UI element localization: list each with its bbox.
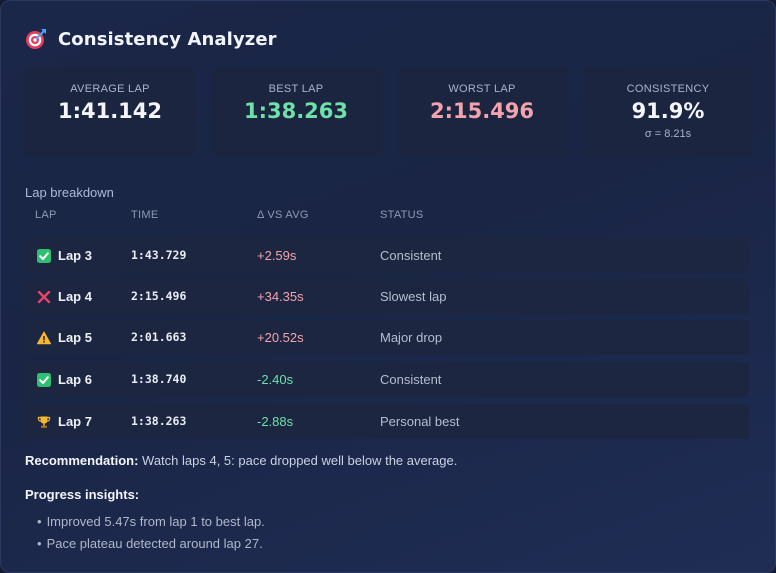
lap-delta: +20.52s bbox=[257, 330, 304, 345]
stat-label: WORST LAP bbox=[448, 83, 516, 95]
stat-card-worst: WORST LAP 2:15.496 bbox=[397, 67, 567, 157]
stat-value-average: 1:41.142 bbox=[57, 99, 163, 123]
recommendation-text: Watch laps 4, 5: pace dropped well below… bbox=[142, 453, 458, 468]
column-header-time: TIME bbox=[131, 209, 159, 221]
section-label-lap-breakdown: Lap breakdown bbox=[25, 185, 114, 200]
stat-sub-sigma: σ = 8.21s bbox=[644, 128, 692, 140]
stat-card-best: BEST LAP 1:38.263 bbox=[211, 67, 381, 157]
stat-label: BEST LAP bbox=[268, 83, 324, 95]
check-icon bbox=[37, 238, 51, 273]
recommendation-label: Recommendation: bbox=[25, 453, 139, 468]
insights-list: Improved 5.47s from lap 1 to best lap. P… bbox=[37, 513, 265, 557]
lap-time: 1:38.263 bbox=[131, 414, 187, 428]
lap-label: Lap 7 bbox=[58, 414, 92, 429]
recommendation: Recommendation: Watch laps 4, 5: pace dr… bbox=[25, 453, 457, 468]
lap-delta: +34.35s bbox=[257, 289, 304, 304]
lap-time: 2:01.663 bbox=[131, 330, 187, 344]
insights-title: Progress insights: bbox=[25, 487, 140, 502]
cross-icon bbox=[37, 279, 51, 314]
stat-card-consistency: CONSISTENCY 91.9% σ = 8.21s bbox=[583, 67, 753, 157]
lap-label: Lap 4 bbox=[58, 289, 92, 304]
lap-delta: -2.40s bbox=[257, 372, 294, 387]
lap-label: Lap 5 bbox=[58, 330, 92, 345]
table-row[interactable]: Lap 5 2:01.663 +20.52s Major drop bbox=[25, 320, 749, 355]
lap-time: 2:15.496 bbox=[131, 289, 187, 303]
stat-value-consistency: 91.9% bbox=[631, 99, 705, 123]
lap-status: Slowest lap bbox=[380, 289, 447, 304]
warning-icon bbox=[37, 320, 51, 355]
lap-time: 1:38.740 bbox=[131, 372, 187, 386]
table-row[interactable]: Lap 3 1:43.729 +2.59s Consistent bbox=[25, 238, 749, 273]
list-item: Pace plateau detected around lap 27. bbox=[37, 535, 265, 557]
page-title: Consistency Analyzer bbox=[58, 28, 277, 50]
stat-value-worst: 2:15.496 bbox=[429, 99, 535, 123]
column-header-delta: Δ VS AVG bbox=[257, 209, 309, 221]
lap-delta: -2.88s bbox=[257, 414, 294, 429]
lap-status: Personal best bbox=[380, 414, 460, 429]
lap-time: 1:43.729 bbox=[131, 248, 187, 262]
stat-label: AVERAGE LAP bbox=[70, 83, 150, 95]
lap-delta: +2.59s bbox=[257, 248, 297, 263]
stat-card-average: AVERAGE LAP 1:41.142 bbox=[25, 67, 195, 157]
table-row[interactable]: Lap 4 2:15.496 +34.35s Slowest lap bbox=[25, 279, 749, 314]
target-icon bbox=[25, 28, 47, 50]
list-item: Improved 5.47s from lap 1 to best lap. bbox=[37, 513, 265, 535]
header: Consistency Analyzer bbox=[25, 25, 277, 53]
lap-status: Consistent bbox=[380, 372, 442, 387]
table-header: LAP TIME Δ VS AVG STATUS bbox=[25, 209, 749, 225]
lap-status: Major drop bbox=[380, 330, 443, 345]
table-row[interactable]: Lap 7 1:38.263 -2.88s Personal best bbox=[25, 404, 749, 439]
stats-row: AVERAGE LAP 1:41.142 BEST LAP 1:38.263 W… bbox=[25, 67, 753, 157]
lap-label: Lap 6 bbox=[58, 372, 92, 387]
trophy-icon bbox=[37, 404, 51, 439]
check-icon bbox=[37, 362, 51, 397]
table-row[interactable]: Lap 6 1:38.740 -2.40s Consistent bbox=[25, 362, 749, 397]
column-header-lap: LAP bbox=[35, 209, 57, 221]
column-header-status: STATUS bbox=[380, 209, 424, 221]
stat-value-best: 1:38.263 bbox=[243, 99, 349, 123]
lap-label: Lap 3 bbox=[58, 248, 92, 263]
lap-status: Consistent bbox=[380, 248, 442, 263]
stat-label: CONSISTENCY bbox=[626, 83, 710, 95]
